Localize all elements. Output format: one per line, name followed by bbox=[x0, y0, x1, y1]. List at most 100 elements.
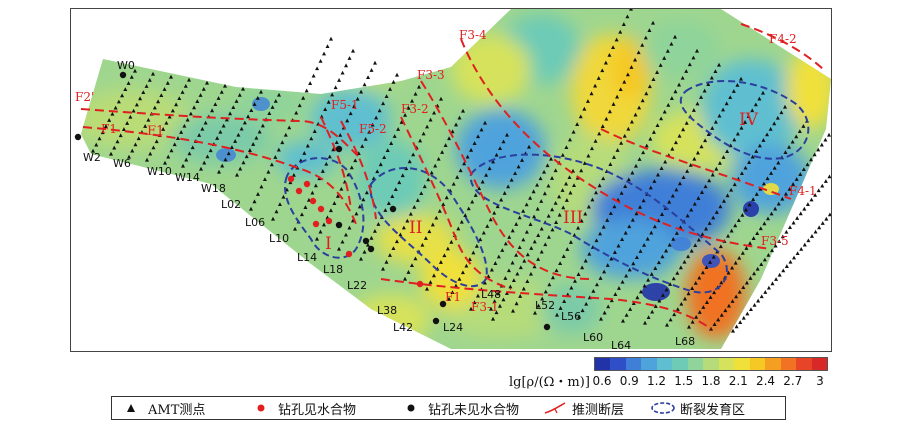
drill-hole-black bbox=[335, 145, 343, 153]
amt-station-marker bbox=[291, 172, 296, 177]
amt-station-marker bbox=[133, 142, 138, 147]
amt-station-marker bbox=[323, 107, 328, 112]
amt-station-marker bbox=[615, 148, 620, 152]
amt-station-marker bbox=[456, 226, 461, 231]
amt-station-marker bbox=[508, 284, 513, 289]
legend: AMT测点 钻孔见水合物 钻孔未见水合物 推测断层 断裂发育区 bbox=[111, 396, 786, 420]
amt-station-marker bbox=[273, 98, 278, 103]
amt-station-marker bbox=[757, 96, 762, 101]
amt-station-marker bbox=[453, 283, 458, 288]
amt-station-marker bbox=[768, 126, 773, 131]
amt-station-marker bbox=[383, 208, 388, 212]
amt-station-marker bbox=[338, 132, 343, 137]
amt-station-marker bbox=[685, 169, 690, 173]
fault-label-f3-2: F3-2 bbox=[401, 102, 429, 116]
amt-station-marker bbox=[709, 75, 714, 80]
amt-station-marker bbox=[451, 181, 456, 186]
amt-station-marker bbox=[758, 226, 763, 231]
amt-station-marker bbox=[200, 126, 205, 131]
amt-station-marker bbox=[608, 211, 613, 216]
amt-station-marker bbox=[743, 207, 748, 212]
amt-station-marker bbox=[521, 237, 526, 242]
amt-station-marker bbox=[536, 257, 541, 261]
station-labels: W0 W2 W6 W10 W14 W18 L02 L06 L10 L14 L18… bbox=[83, 59, 695, 351]
amt-station-marker bbox=[631, 261, 636, 266]
amt-station-marker bbox=[370, 122, 375, 127]
amt-station-marker bbox=[728, 95, 733, 100]
amt-station-marker bbox=[540, 296, 545, 301]
amt-station-marker bbox=[812, 152, 817, 157]
amt-station-marker bbox=[407, 159, 412, 164]
amt-station-marker bbox=[528, 222, 533, 226]
amt-station-marker bbox=[644, 91, 649, 96]
amt-station-marker bbox=[691, 108, 696, 112]
amt-station-marker bbox=[802, 206, 807, 211]
amt-station-marker bbox=[738, 320, 743, 324]
amt-station-marker bbox=[626, 126, 631, 131]
amt-station-marker bbox=[702, 88, 707, 93]
amt-station-marker bbox=[359, 89, 364, 94]
amt-station-marker bbox=[103, 124, 108, 128]
amt-station-marker bbox=[489, 306, 493, 311]
amt-station-marker bbox=[205, 154, 210, 159]
amt-station-marker bbox=[450, 129, 455, 134]
amt-station-marker bbox=[783, 104, 787, 109]
inferred-faults bbox=[80, 23, 824, 330]
amt-station-marker bbox=[366, 75, 371, 80]
amt-station-marker bbox=[170, 108, 175, 113]
amt-station-marker bbox=[618, 29, 623, 34]
amt-station-marker bbox=[514, 252, 519, 257]
amt-station-marker bbox=[249, 206, 253, 211]
amt-station-marker bbox=[744, 246, 749, 250]
map-frame: W0 W2 W6 W10 W14 W18 L02 L06 L10 L14 L18… bbox=[70, 8, 832, 352]
amt-station-marker bbox=[518, 294, 523, 298]
amt-station-marker bbox=[312, 129, 317, 133]
amt-station-marker bbox=[695, 150, 700, 155]
amt-station-marker bbox=[539, 199, 544, 203]
amt-station-marker bbox=[121, 127, 126, 131]
amt-station-marker bbox=[792, 255, 797, 260]
amt-station-marker bbox=[616, 286, 621, 290]
amt-station-marker bbox=[596, 76, 601, 80]
amt-station-marker bbox=[726, 233, 731, 238]
amt-station-marker bbox=[703, 138, 708, 143]
amt-station-marker bbox=[401, 225, 406, 230]
amt-station-marker bbox=[434, 215, 439, 220]
zone-outline-4 bbox=[679, 80, 810, 160]
amt-station-marker bbox=[529, 246, 534, 250]
amt-station-marker bbox=[609, 298, 614, 303]
amt-station-marker bbox=[381, 101, 386, 106]
amt-station-marker bbox=[413, 256, 418, 261]
amt-station-marker bbox=[309, 136, 314, 141]
amt-station-marker bbox=[469, 306, 473, 311]
amt-station-marker bbox=[565, 247, 570, 251]
amt-station-marker bbox=[332, 201, 337, 205]
amt-station-marker bbox=[630, 170, 635, 175]
amt-station-marker bbox=[584, 301, 589, 306]
colorbar-tick-label: 2.4 bbox=[755, 374, 776, 388]
amt-station-marker bbox=[671, 236, 676, 241]
amt-station-marker bbox=[809, 234, 814, 238]
amt-station-marker bbox=[645, 236, 650, 241]
amt-station-marker bbox=[757, 143, 762, 148]
zone-outline-2 bbox=[369, 167, 488, 288]
amt-station-marker bbox=[790, 139, 795, 144]
legend-label-drill-dry: 钻孔未见水合物 bbox=[428, 402, 520, 418]
amt-station-marker bbox=[244, 154, 249, 159]
fault-f3-2 bbox=[400, 116, 512, 290]
legend-label-amt: AMT测点 bbox=[148, 402, 206, 418]
amt-station-marker bbox=[667, 199, 672, 204]
amt-station-marker bbox=[425, 286, 429, 291]
colorbar-tick-label: 3 bbox=[816, 374, 824, 388]
colorbar-swatch bbox=[734, 358, 750, 370]
amt-station-marker bbox=[707, 221, 712, 225]
amt-station-marker bbox=[539, 249, 544, 254]
amt-station-marker bbox=[220, 163, 225, 168]
amt-station-marker bbox=[501, 297, 506, 302]
colorbar-swatch bbox=[749, 358, 766, 370]
amt-station-marker bbox=[496, 291, 501, 296]
amt-station-marker bbox=[780, 196, 785, 201]
colorbar-tick-label: 2.7 bbox=[783, 374, 803, 388]
amt-station-marker bbox=[593, 138, 598, 143]
amt-station-marker bbox=[525, 279, 530, 284]
